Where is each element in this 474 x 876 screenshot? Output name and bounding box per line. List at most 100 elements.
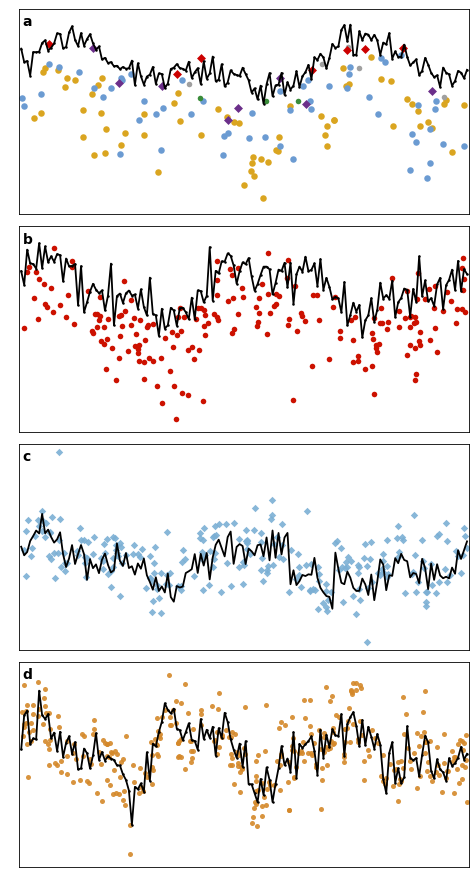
Point xyxy=(214,313,221,327)
Point xyxy=(275,721,283,735)
Point xyxy=(99,733,107,747)
Point xyxy=(317,802,325,816)
Point xyxy=(456,733,464,747)
Point xyxy=(117,755,125,769)
Point xyxy=(75,65,83,79)
Point xyxy=(432,586,440,600)
Point xyxy=(165,668,173,682)
Point xyxy=(323,604,330,618)
Point xyxy=(164,568,171,582)
Point xyxy=(308,102,315,117)
Point xyxy=(166,364,173,378)
Point xyxy=(381,777,389,791)
Point xyxy=(107,745,114,759)
Point xyxy=(167,717,175,731)
Point xyxy=(301,754,308,768)
Point xyxy=(277,747,284,761)
Point xyxy=(127,818,134,832)
Point xyxy=(283,271,291,285)
Point xyxy=(226,758,234,772)
Point xyxy=(173,67,181,81)
Point xyxy=(127,67,135,81)
Point xyxy=(46,525,54,539)
Point xyxy=(157,144,165,158)
Point xyxy=(141,94,148,108)
Point xyxy=(417,729,425,743)
Point xyxy=(310,736,318,750)
Point xyxy=(463,752,470,766)
Point xyxy=(339,61,346,75)
Point xyxy=(231,321,238,336)
Point xyxy=(248,816,255,830)
Point xyxy=(335,710,342,724)
Point xyxy=(219,148,227,162)
Point xyxy=(212,519,219,533)
Point xyxy=(153,711,161,725)
Point xyxy=(406,310,413,324)
Point xyxy=(174,736,182,750)
Point xyxy=(440,89,447,103)
Point xyxy=(201,303,208,317)
Point xyxy=(409,96,416,110)
Point xyxy=(204,316,212,330)
Point xyxy=(73,544,81,558)
Point xyxy=(45,548,52,562)
Point xyxy=(181,310,188,324)
Point xyxy=(411,548,419,562)
Point xyxy=(164,525,171,539)
Point xyxy=(448,145,456,159)
Point xyxy=(327,585,335,599)
Point xyxy=(220,130,228,144)
Point xyxy=(228,725,236,739)
Point xyxy=(93,307,101,321)
Point xyxy=(258,277,265,291)
Point xyxy=(288,738,295,752)
Point xyxy=(422,595,429,609)
Point xyxy=(453,301,461,315)
Point xyxy=(41,699,49,713)
Point xyxy=(107,737,114,751)
Point xyxy=(49,306,57,320)
Point xyxy=(352,683,359,697)
Point xyxy=(373,345,381,359)
Point xyxy=(428,557,435,571)
Point xyxy=(45,57,53,71)
Point xyxy=(421,735,429,749)
Point xyxy=(210,734,218,748)
Point xyxy=(212,528,220,542)
Point xyxy=(36,702,43,716)
Point xyxy=(135,337,143,351)
Point xyxy=(234,261,242,275)
Point xyxy=(348,685,356,699)
Point xyxy=(274,145,282,159)
Point xyxy=(268,508,275,522)
Point xyxy=(252,795,259,809)
Point xyxy=(118,319,126,333)
Point xyxy=(46,742,53,756)
Point xyxy=(272,297,280,311)
Point xyxy=(282,717,289,731)
Point xyxy=(337,541,345,555)
Point xyxy=(410,745,418,759)
Point xyxy=(243,534,251,548)
Point xyxy=(433,529,440,543)
Point xyxy=(224,113,231,127)
Point xyxy=(42,706,50,720)
Point xyxy=(343,43,350,57)
Point xyxy=(345,67,353,81)
Point xyxy=(199,552,206,566)
Point xyxy=(406,753,414,767)
Point xyxy=(55,719,63,733)
Point xyxy=(433,766,440,780)
Point xyxy=(374,566,382,580)
Point xyxy=(343,721,351,735)
Point xyxy=(415,334,423,348)
Point xyxy=(210,530,217,544)
Point xyxy=(18,704,26,718)
Point xyxy=(423,764,431,778)
Point xyxy=(107,81,114,95)
Point xyxy=(381,55,389,69)
Point xyxy=(178,386,185,400)
Point xyxy=(253,784,260,798)
Point xyxy=(347,683,355,697)
